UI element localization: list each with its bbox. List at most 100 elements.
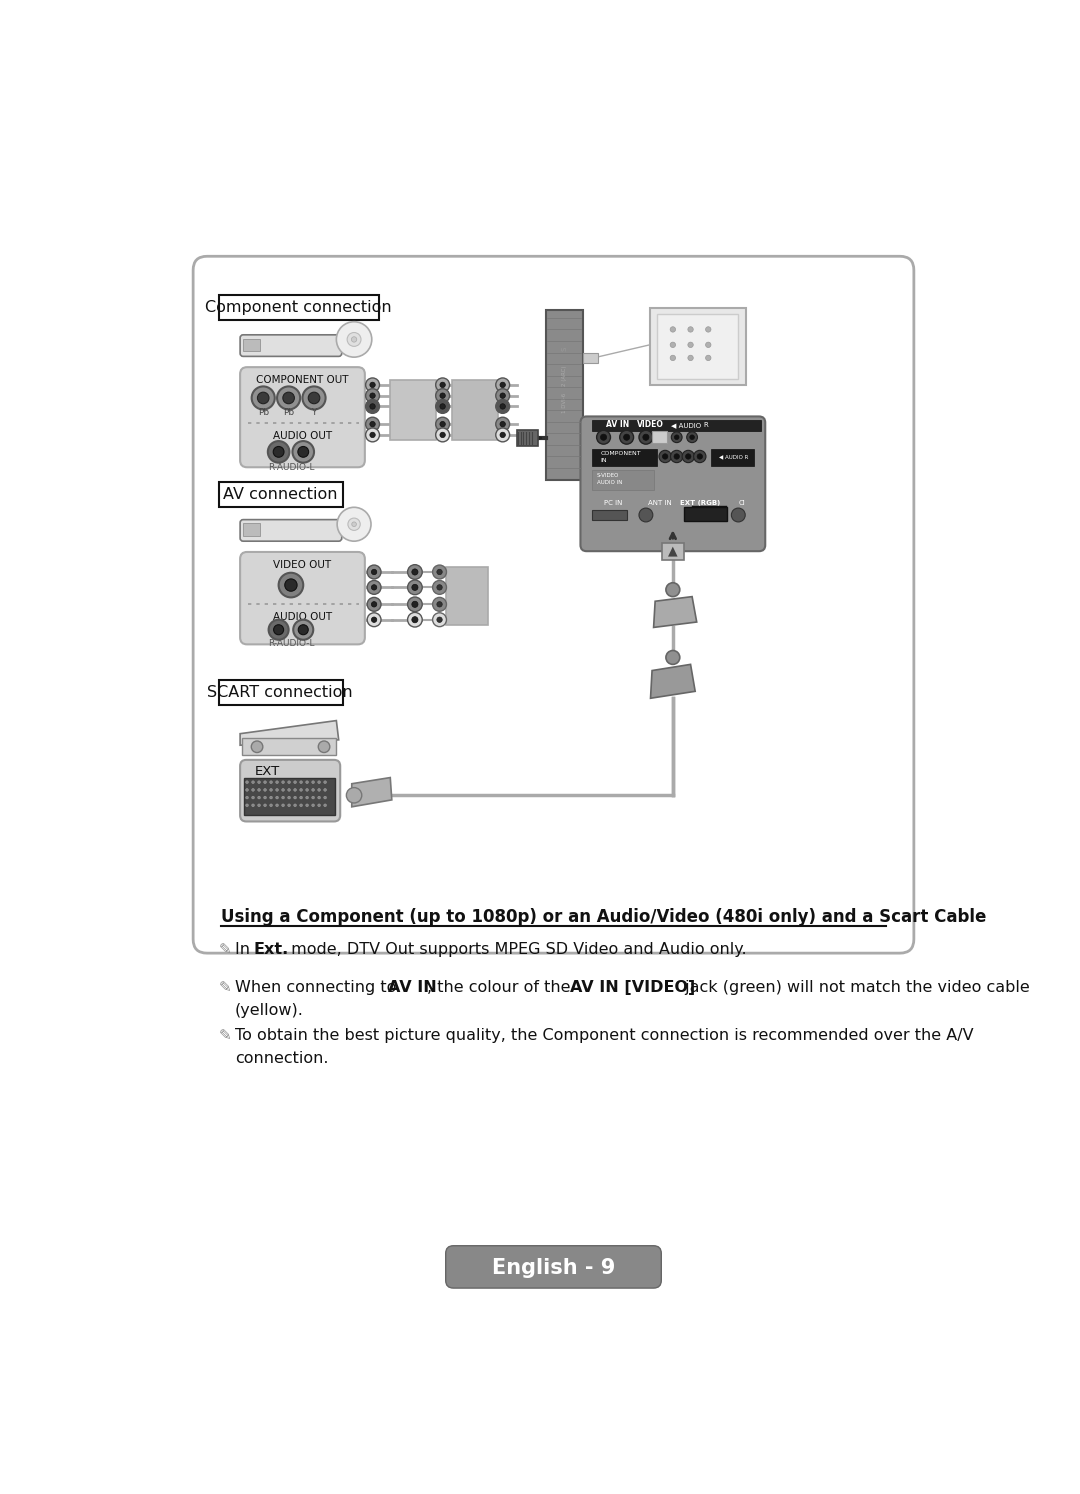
- Text: EXT: EXT: [255, 765, 280, 778]
- Text: ✎: ✎: [219, 1028, 232, 1043]
- Circle shape: [245, 796, 248, 799]
- Circle shape: [705, 342, 711, 348]
- Bar: [218, 294, 379, 320]
- Circle shape: [366, 417, 379, 432]
- Text: AUDIO OUT: AUDIO OUT: [273, 430, 332, 441]
- Circle shape: [298, 447, 309, 457]
- Bar: [592, 448, 658, 466]
- Circle shape: [258, 789, 260, 792]
- FancyBboxPatch shape: [240, 760, 340, 822]
- Text: jack (green) will not match the video cable: jack (green) will not match the video ca…: [679, 980, 1029, 995]
- Bar: [583, 353, 598, 363]
- Circle shape: [312, 796, 314, 799]
- Circle shape: [269, 620, 288, 639]
- Circle shape: [294, 804, 297, 807]
- Circle shape: [705, 327, 711, 332]
- Circle shape: [433, 598, 446, 611]
- Circle shape: [306, 781, 309, 783]
- Circle shape: [435, 417, 449, 432]
- Circle shape: [287, 804, 291, 807]
- Circle shape: [643, 435, 649, 441]
- Text: R-AUDIO-L: R-AUDIO-L: [268, 463, 314, 472]
- Circle shape: [268, 441, 289, 463]
- Polygon shape: [352, 777, 392, 807]
- Circle shape: [278, 387, 300, 409]
- Circle shape: [367, 565, 381, 578]
- Circle shape: [258, 796, 260, 799]
- Text: S: S: [562, 347, 567, 351]
- Circle shape: [411, 584, 418, 590]
- Circle shape: [302, 387, 325, 409]
- Circle shape: [639, 430, 652, 444]
- Circle shape: [294, 620, 313, 639]
- FancyBboxPatch shape: [580, 417, 766, 551]
- Text: AV IN: AV IN: [606, 420, 630, 429]
- Circle shape: [620, 430, 634, 444]
- Polygon shape: [650, 665, 696, 698]
- Circle shape: [688, 356, 693, 360]
- Circle shape: [264, 789, 267, 792]
- Bar: [685, 508, 727, 521]
- Circle shape: [270, 804, 272, 807]
- Bar: [243, 523, 260, 536]
- Circle shape: [496, 378, 510, 391]
- Circle shape: [351, 336, 356, 342]
- Circle shape: [440, 403, 445, 409]
- Circle shape: [252, 796, 255, 799]
- Circle shape: [367, 613, 381, 626]
- Bar: [658, 314, 739, 379]
- Circle shape: [623, 435, 630, 441]
- Circle shape: [293, 441, 314, 463]
- Circle shape: [258, 804, 260, 807]
- FancyBboxPatch shape: [193, 257, 914, 953]
- Circle shape: [324, 781, 326, 783]
- Polygon shape: [240, 720, 339, 746]
- Circle shape: [270, 796, 272, 799]
- Text: Pb: Pb: [258, 408, 269, 417]
- Text: AV IN: AV IN: [388, 980, 436, 995]
- Circle shape: [666, 650, 679, 665]
- Circle shape: [496, 417, 510, 432]
- Circle shape: [407, 580, 422, 595]
- Text: SCART connection: SCART connection: [207, 686, 353, 701]
- Circle shape: [690, 435, 694, 439]
- Circle shape: [283, 393, 295, 403]
- Circle shape: [435, 399, 449, 414]
- Circle shape: [435, 378, 449, 391]
- Circle shape: [440, 393, 445, 399]
- Circle shape: [436, 602, 442, 607]
- Bar: [390, 381, 436, 441]
- Bar: [712, 448, 754, 466]
- Bar: [592, 420, 761, 432]
- Text: ✎: ✎: [219, 941, 232, 956]
- Circle shape: [287, 789, 291, 792]
- Circle shape: [407, 613, 422, 627]
- Text: EXT (RGB): EXT (RGB): [679, 499, 720, 505]
- Circle shape: [273, 447, 284, 457]
- Text: Pb: Pb: [283, 408, 294, 417]
- Circle shape: [324, 789, 326, 792]
- Circle shape: [366, 427, 379, 442]
- Text: VIDEO OUT: VIDEO OUT: [273, 560, 332, 571]
- Bar: [592, 511, 626, 520]
- Circle shape: [369, 403, 375, 409]
- Circle shape: [318, 804, 321, 807]
- Circle shape: [312, 804, 314, 807]
- Circle shape: [275, 781, 279, 783]
- Circle shape: [275, 789, 279, 792]
- Circle shape: [275, 804, 279, 807]
- Circle shape: [369, 393, 375, 399]
- Circle shape: [440, 421, 445, 427]
- Circle shape: [294, 789, 297, 792]
- Circle shape: [294, 796, 297, 799]
- Circle shape: [440, 432, 445, 438]
- Circle shape: [298, 624, 308, 635]
- Text: , the colour of the: , the colour of the: [428, 980, 576, 995]
- Bar: [242, 738, 336, 756]
- Circle shape: [674, 435, 679, 439]
- Circle shape: [275, 796, 279, 799]
- Circle shape: [337, 508, 372, 541]
- Circle shape: [500, 403, 505, 409]
- Text: English - 9: English - 9: [491, 1258, 616, 1277]
- Bar: [545, 311, 583, 480]
